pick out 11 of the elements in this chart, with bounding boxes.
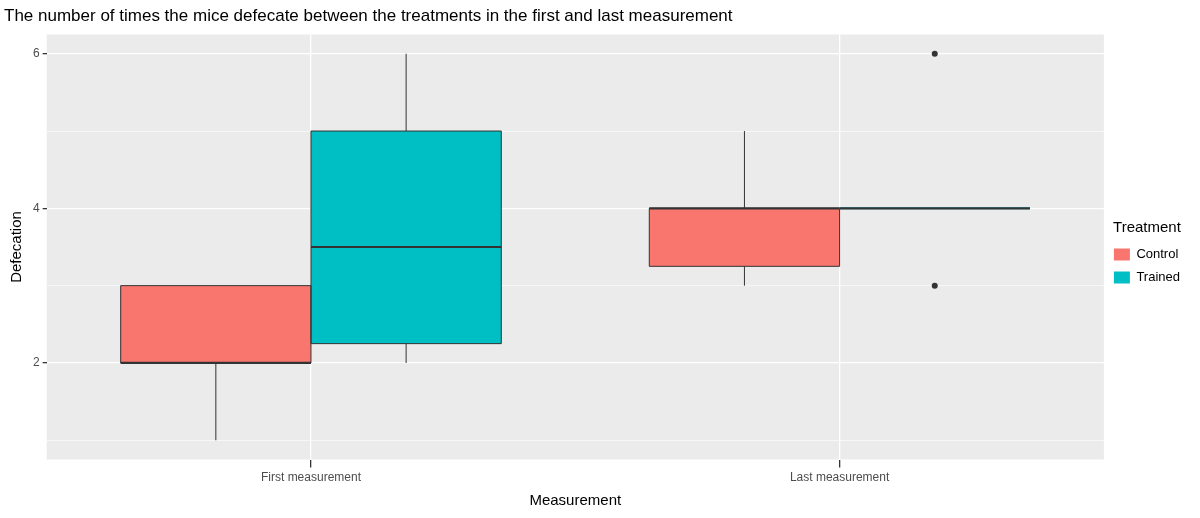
chart-title: The number of times the mice defecate between the treatments in the first and last measurement xyxy=(4,5,733,25)
x-tick-label: First measurement xyxy=(260,470,362,485)
x-axis-title: Measurement xyxy=(529,491,622,509)
y-axis-title: Defecation xyxy=(7,211,25,283)
y-tick-label: 2 xyxy=(32,355,40,370)
legend-title: Treatment xyxy=(1113,217,1182,235)
x-tick-label: Last measurement xyxy=(789,470,890,485)
y-tick-label: 4 xyxy=(32,200,40,215)
y-tick-label: 6 xyxy=(32,46,40,61)
legend-label: Control xyxy=(1136,246,1179,262)
legend-label: Trained xyxy=(1136,269,1181,285)
